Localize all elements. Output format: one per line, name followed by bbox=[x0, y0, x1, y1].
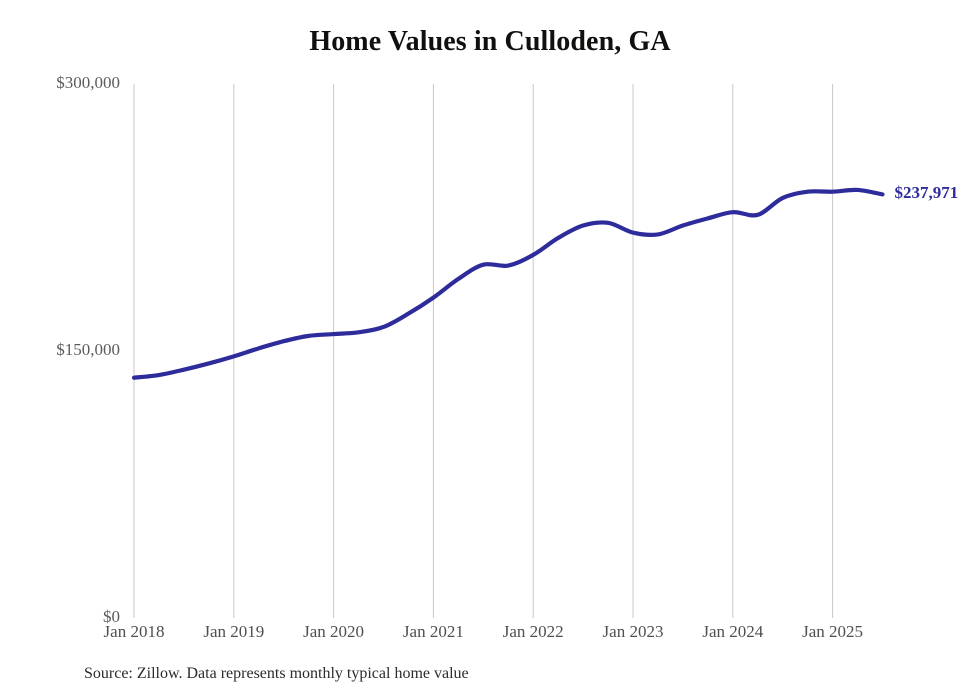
series-line-typical-home-value bbox=[131, 187, 885, 380]
x-tick-label-2020-01: Jan 2020 bbox=[303, 622, 365, 641]
x-tick-label-2022-01: Jan 2022 bbox=[502, 622, 564, 641]
gridline-group bbox=[133, 84, 834, 618]
x-tick-label-2021-01: Jan 2021 bbox=[402, 622, 464, 641]
chart-title: Home Values in Culloden, GA bbox=[309, 26, 671, 57]
x-tick-label-2025-01: Jan 2025 bbox=[802, 622, 864, 641]
x-tick-label-2019-01: Jan 2019 bbox=[203, 622, 265, 641]
y-tick-label-300000: $300,000 bbox=[56, 73, 120, 92]
x-tick-label-2023-01: Jan 2023 bbox=[602, 622, 664, 641]
x-tick-label-2018-01: Jan 2018 bbox=[103, 622, 165, 641]
chart-canvas bbox=[131, 84, 885, 618]
source-note: Source: Zillow. Data represents monthly … bbox=[84, 665, 469, 682]
y-tick-label-0: $0 bbox=[103, 607, 120, 626]
plot-area: $0 $150,000 $300,000 Jan 2018 Jan 2019 Jan 2… bbox=[56, 73, 959, 641]
end-value-annotation: $237,971 bbox=[894, 183, 959, 203]
x-tick-label-2024-01: Jan 2024 bbox=[702, 622, 764, 641]
y-tick-label-150000: $150,000 bbox=[56, 340, 120, 359]
